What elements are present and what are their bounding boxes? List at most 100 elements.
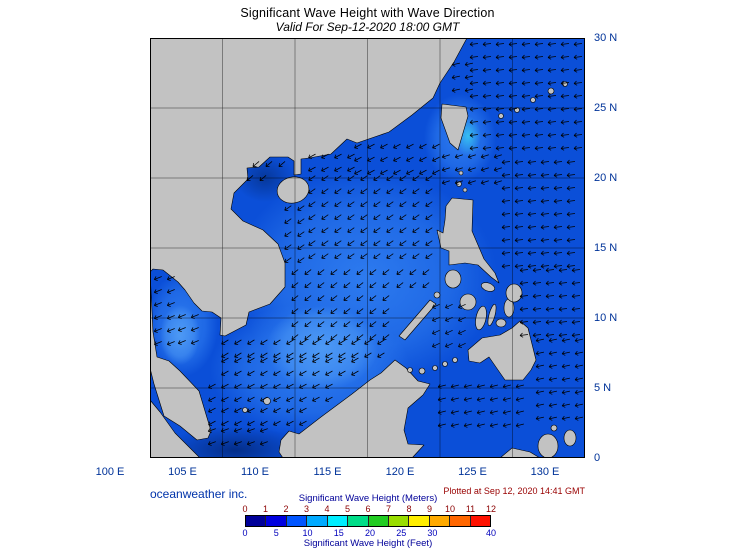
wave-arrow	[247, 370, 255, 376]
wave-arrow	[489, 396, 498, 402]
wave-arrow	[386, 253, 394, 259]
wave-arrow	[514, 159, 524, 165]
wave-arrow	[508, 119, 518, 125]
wave-arrow	[412, 227, 420, 233]
wave-arrow	[532, 332, 542, 338]
wave-arrow	[221, 352, 229, 358]
wave-arrow	[317, 321, 325, 327]
wave-arrow	[515, 422, 524, 428]
wave-arrow	[166, 341, 175, 346]
wave-arrow	[291, 321, 299, 327]
wave-arrow	[334, 214, 342, 220]
wave-arrow	[153, 302, 162, 307]
wave-arrow	[425, 240, 433, 246]
wave-arrow	[166, 315, 175, 320]
wave-arrow	[482, 41, 492, 47]
wave-arrow	[356, 282, 364, 288]
wave-arrow	[247, 352, 255, 358]
wave-arrow	[535, 402, 544, 408]
island-palawan	[398, 299, 437, 341]
wave-arrow	[561, 389, 570, 395]
wave-arrow	[247, 339, 255, 345]
wave-arrow	[566, 172, 576, 178]
wave-arrow	[560, 145, 570, 151]
wave-arrow	[312, 396, 320, 402]
wave-arrow	[574, 376, 583, 382]
wave-arrow	[347, 253, 355, 259]
wave-arrow	[493, 167, 502, 172]
wave-arrow	[495, 54, 505, 60]
wave-arrow	[571, 267, 581, 273]
wave-arrow	[409, 269, 417, 275]
wave-arrow	[278, 161, 286, 167]
meters-tick-label: 3	[303, 504, 310, 514]
wave-arrow	[521, 67, 531, 73]
wave-arrow	[291, 282, 299, 288]
wave-arrow	[463, 409, 472, 415]
wave-arrow	[489, 409, 498, 415]
island-taiwan	[440, 103, 469, 151]
wave-arrow	[330, 321, 338, 327]
wave-arrow	[234, 407, 242, 413]
wave-arrow	[508, 132, 518, 138]
wave-arrow	[304, 295, 312, 301]
colorbar	[245, 515, 491, 527]
wave-arrow	[351, 370, 359, 376]
wave-arrow	[527, 250, 537, 256]
wave-arrow	[347, 201, 355, 207]
wave-arrow	[463, 422, 472, 428]
wave-arrow	[493, 180, 502, 185]
wave-arrow	[299, 352, 307, 358]
wave-arrow	[364, 352, 372, 358]
wave-arrow	[540, 185, 550, 191]
wave-arrow	[343, 321, 351, 327]
wave-arrow	[571, 332, 581, 338]
lon-tick-label: 110 E	[241, 466, 269, 478]
wave-arrow	[377, 339, 385, 345]
wave-arrow	[312, 370, 320, 376]
wave-arrow	[382, 321, 390, 327]
wave-arrow	[299, 370, 307, 376]
wave-arrow	[208, 420, 216, 426]
wave-arrow	[325, 370, 333, 376]
wave-arrow	[347, 166, 355, 172]
wave-arrow	[297, 231, 305, 237]
wave-arrow	[299, 339, 307, 345]
wave-arrow	[482, 67, 492, 73]
wave-arrow	[508, 106, 518, 112]
colorbar-cell	[450, 516, 471, 526]
wave-arrow	[464, 87, 473, 93]
wave-arrow	[454, 167, 463, 172]
wave-arrow	[521, 41, 531, 47]
island-hainan	[276, 176, 310, 204]
wave-arrow	[347, 188, 355, 194]
wave-arrow	[573, 54, 583, 60]
wave-arrow	[469, 132, 479, 138]
wave-arrow	[308, 214, 316, 220]
wave-arrow	[534, 119, 544, 125]
wave-arrow	[330, 269, 338, 275]
wave-arrow	[514, 198, 524, 204]
wave-arrow	[259, 428, 268, 433]
colorbar-cell	[327, 516, 349, 526]
wave-arrow	[284, 218, 292, 224]
colorbar-cell	[348, 516, 369, 526]
wave-arrow	[548, 350, 557, 356]
wave-arrow	[273, 396, 281, 402]
wave-arrow	[467, 154, 476, 159]
wave-arrow	[495, 119, 505, 125]
wave-arrow	[482, 119, 492, 125]
wave-arrow	[422, 282, 430, 288]
wave-arrow	[373, 227, 381, 233]
wave-arrow	[373, 214, 381, 220]
lat-tick-label: 25 N	[594, 102, 618, 114]
wave-arrow	[540, 237, 550, 243]
wave-arrow	[540, 211, 550, 217]
wave-arrow	[347, 227, 355, 233]
landmass-asia-mainland	[150, 38, 468, 337]
wave-arrow	[312, 383, 320, 389]
wave-arrow	[325, 339, 333, 345]
wave-arrow	[273, 357, 281, 363]
wave-arrow	[534, 54, 544, 60]
